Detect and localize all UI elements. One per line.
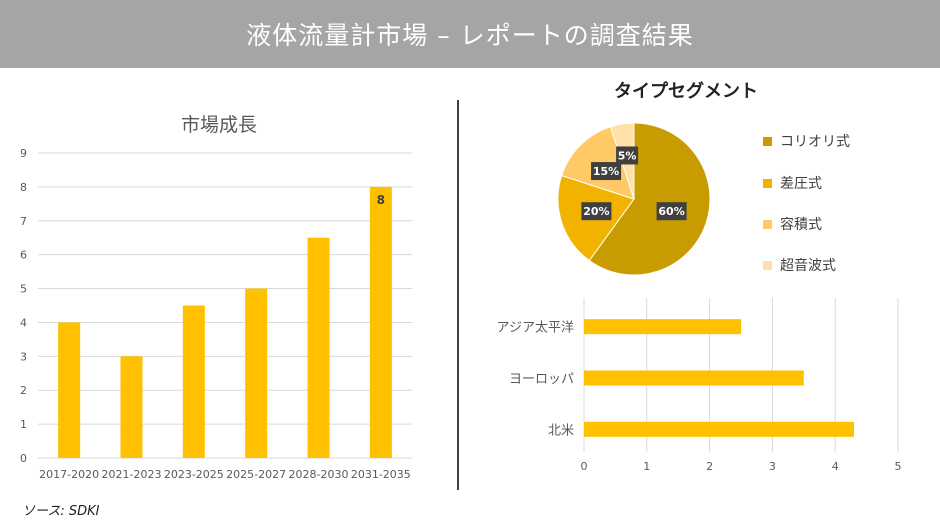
pie-label-box xyxy=(656,202,687,221)
growth-x-tick: 2021-2023 xyxy=(102,468,162,481)
legend-item: 差圧式 xyxy=(763,173,822,193)
legend-item: 超音波式 xyxy=(763,255,836,275)
growth-y-tick: 6 xyxy=(20,249,27,262)
report-header: 液体流量計市場 – レポートの調査結果 xyxy=(0,0,940,68)
growth-bar xyxy=(307,237,330,458)
legend-label: 差圧式 xyxy=(780,176,822,192)
growth-y-tick: 8 xyxy=(20,181,27,194)
pie-value-label: 60% xyxy=(658,205,684,218)
region-y-tick: 北米 xyxy=(548,423,574,438)
growth-y-tick: 5 xyxy=(20,283,27,296)
growth-bar xyxy=(369,186,392,458)
legend-item: 容積式 xyxy=(763,214,822,234)
pie-label-box xyxy=(616,146,639,165)
region-bar xyxy=(584,370,804,386)
growth-y-tick: 1 xyxy=(20,418,27,431)
growth-x-tick: 2025-2027 xyxy=(226,468,286,481)
region-bar xyxy=(584,319,741,335)
region-y-tick: ヨーロッパ xyxy=(509,372,574,387)
region-x-tick: 2 xyxy=(706,460,713,473)
growth-y-tick: 4 xyxy=(20,316,27,329)
growth-x-tick: 2017-2020 xyxy=(39,468,99,481)
region-x-tick: 1 xyxy=(643,460,650,473)
region-y-tick: アジア太平洋 xyxy=(497,321,574,336)
type-segment-chart: タイプセグメント 60% 20% 15% 5% xyxy=(557,80,758,275)
region-x-tick: 5 xyxy=(895,460,902,473)
source-note: ソース: SDKI xyxy=(22,504,100,519)
section-divider xyxy=(457,100,459,490)
growth-y-tick: 7 xyxy=(20,215,27,228)
growth-y-tick: 9 xyxy=(20,147,27,160)
region-x-tick: 4 xyxy=(832,460,839,473)
legend-item: コリオリ式 xyxy=(763,131,850,151)
growth-x-tick: 2023-2025 xyxy=(164,468,224,481)
growth-bar xyxy=(58,322,81,458)
pie-value-label: 5% xyxy=(618,149,637,162)
legend-swatch xyxy=(763,260,772,270)
pie-value-label: 15% xyxy=(593,165,619,178)
legend-label: 超音波式 xyxy=(780,258,836,274)
legend-label: 容積式 xyxy=(780,217,822,233)
growth-chart-title: 市場成長 xyxy=(181,114,257,136)
market-growth-chart: 市場成長 0 1 2 3 4 5 6 7 8 9 2017-2020 2021-2023 2023-20… xyxy=(20,114,412,481)
legend-label: コリオリ式 xyxy=(780,134,850,150)
growth-x-tick: 2028-2030 xyxy=(289,468,349,481)
growth-bar xyxy=(120,356,143,458)
region-x-tick: 3 xyxy=(769,460,776,473)
growth-bar xyxy=(245,288,268,458)
legend-swatch xyxy=(763,219,772,229)
region-bar xyxy=(584,421,855,437)
segment-chart-title: タイプセグメント xyxy=(614,80,758,102)
region-x-tick: 0 xyxy=(581,460,588,473)
legend-swatch xyxy=(763,136,772,146)
pie-slice xyxy=(588,122,711,275)
growth-x-tick: 2031-2035 xyxy=(351,468,411,481)
pie-label-box xyxy=(591,162,622,181)
growth-bar xyxy=(182,305,205,458)
growth-y-tick: 2 xyxy=(20,384,27,397)
pie-value-label: 20% xyxy=(583,205,609,218)
growth-y-tick: 0 xyxy=(20,452,27,465)
growth-data-label: 8 xyxy=(377,193,385,207)
legend-swatch xyxy=(763,178,772,188)
pie-label-box xyxy=(581,202,612,221)
growth-y-tick: 3 xyxy=(20,350,27,363)
report-title: 液体流量計市場 – レポートの調査結果 xyxy=(246,21,694,50)
